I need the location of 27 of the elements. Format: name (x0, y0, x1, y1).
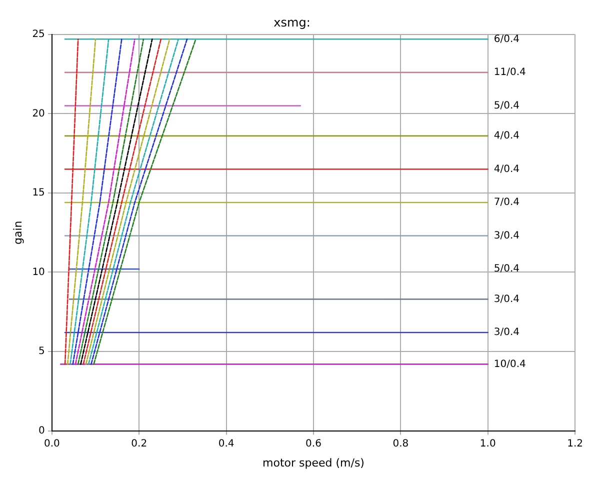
series-label: 4/0.4 (494, 164, 520, 175)
y-tick-label: 0 (38, 425, 45, 436)
x-tick-label: 1.2 (567, 438, 583, 450)
series-label: 10/0.4 (494, 358, 526, 370)
x-tick-label: 1.0 (480, 438, 496, 450)
series-label: 3/0.4 (494, 327, 520, 338)
series-label: 4/0.4 (494, 130, 520, 142)
x-tick-label: 0.6 (306, 438, 322, 450)
y-tick-label: 5 (38, 346, 45, 358)
y-tick-label: 25 (32, 28, 45, 40)
y-tick-label: 10 (32, 266, 45, 278)
x-tick-label: 0.4 (218, 438, 234, 450)
y-tick-label: 15 (32, 188, 45, 199)
chart-title: xsmg: (274, 15, 310, 30)
y-tick-label: 20 (32, 108, 45, 120)
series-label: 7/0.4 (494, 197, 520, 208)
series-label: 6/0.4 (494, 34, 520, 45)
x-axis-title: motor speed (m/s) (262, 456, 364, 470)
series-label: 3/0.4 (494, 294, 520, 305)
x-tick-label: 0.2 (131, 438, 148, 450)
series-label: 3/0.4 (494, 230, 520, 242)
text: 5/0.4 (494, 100, 520, 112)
x-tick-label: 0.8 (392, 438, 409, 450)
text: 5/0.4 (494, 264, 520, 275)
series-label: 11/0.4 (494, 67, 526, 78)
y-axis-title: gain (11, 220, 24, 244)
x-tick-label: 0.0 (44, 438, 60, 450)
